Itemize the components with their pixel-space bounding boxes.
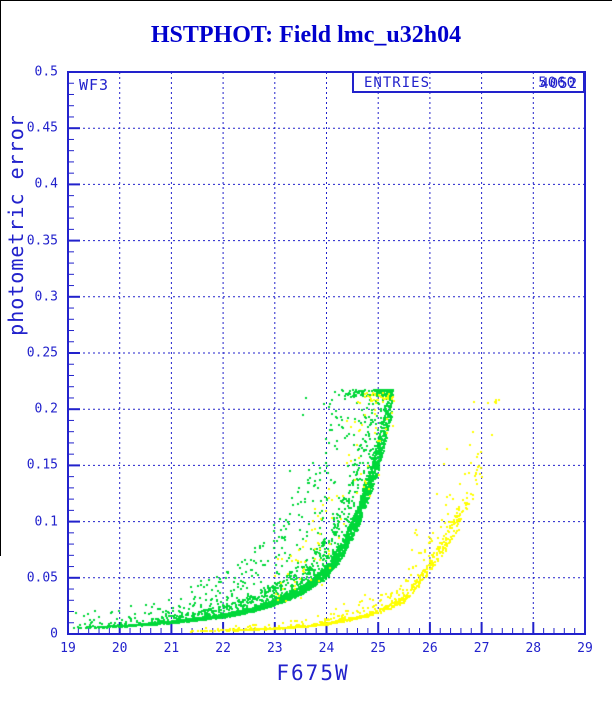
x-tick-label: 21 bbox=[163, 641, 180, 656]
y-tick-label: 0.35 bbox=[26, 233, 58, 249]
entries-value-1: 5060 bbox=[538, 75, 576, 91]
window-border-left bbox=[0, 0, 1, 556]
x-tick-label: 23 bbox=[266, 641, 283, 656]
x-tick-label: 24 bbox=[318, 641, 335, 656]
x-tick-label: 19 bbox=[60, 641, 76, 656]
window-border-top bbox=[0, 0, 612, 1]
x-tick-label: 22 bbox=[215, 641, 231, 656]
x-axis-label: F675W bbox=[276, 661, 350, 685]
x-tick-label: 28 bbox=[525, 641, 542, 656]
x-tick-label: 27 bbox=[473, 641, 490, 656]
x-tick-label: 25 bbox=[370, 641, 387, 656]
entries-stat-box: ENTRIES 5060 4052 bbox=[352, 71, 585, 93]
chip-label: WF3 bbox=[79, 76, 110, 94]
y-tick-label: 0.4 bbox=[34, 176, 58, 192]
entries-value-2: 4052 bbox=[540, 76, 578, 92]
y-tick-label: 0.15 bbox=[26, 457, 58, 473]
y-tick-label: 0.5 bbox=[34, 64, 58, 80]
y-tick-label: 0 bbox=[50, 626, 58, 642]
y-tick-label: 0.45 bbox=[26, 120, 58, 136]
y-tick-label: 0.2 bbox=[34, 401, 58, 417]
x-tick-label: 26 bbox=[422, 641, 438, 656]
y-tick-label: 0.25 bbox=[26, 345, 58, 361]
y-tick-label: 0.1 bbox=[34, 514, 58, 530]
page-title: HSTPHOT: Field lmc_u32h04 bbox=[150, 22, 462, 48]
x-tick-label: 20 bbox=[111, 641, 128, 656]
y-tick-label: 0.05 bbox=[26, 570, 58, 586]
y-tick-label: 0.3 bbox=[34, 289, 58, 305]
entries-label: ENTRIES bbox=[364, 75, 431, 91]
x-tick-label: 29 bbox=[577, 641, 593, 656]
